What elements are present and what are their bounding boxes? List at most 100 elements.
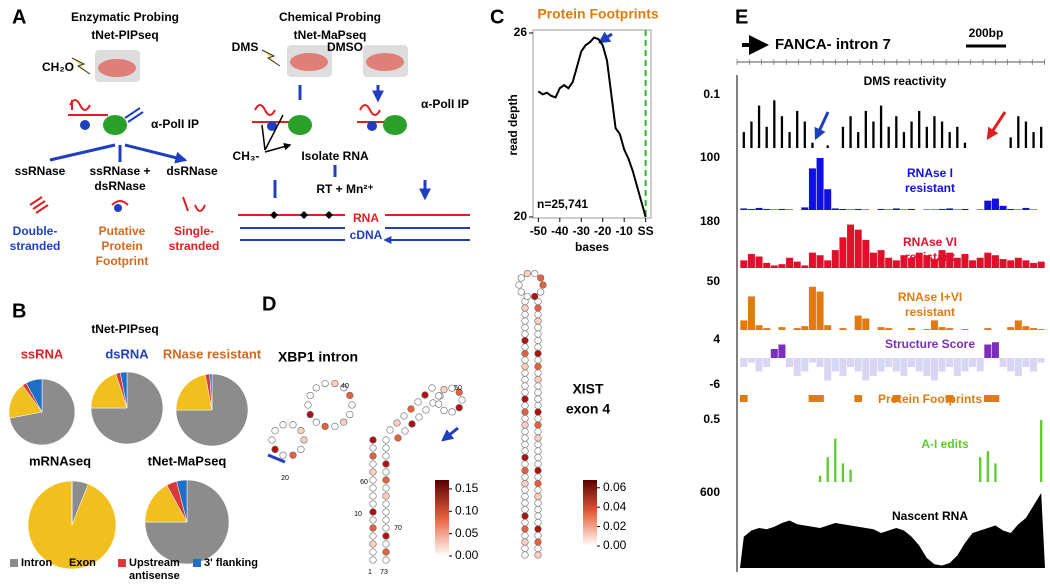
signal-bar: [862, 209, 870, 210]
track-max: 4: [713, 332, 720, 346]
nucleotide: [534, 531, 542, 540]
track-max: 0.5: [703, 412, 720, 426]
nucleotide: [517, 288, 525, 296]
signal-bar: [816, 255, 824, 268]
signal-bar: [763, 358, 771, 367]
track-title: resistant: [905, 305, 955, 319]
nucleotide: [340, 384, 348, 392]
pie-slice: [90, 371, 164, 445]
nucleotide: [521, 421, 529, 429]
nucleotide: [369, 516, 377, 524]
nucleotide: [382, 556, 390, 564]
nucleotide: [534, 388, 542, 397]
signal-bar: [786, 209, 794, 210]
track-title: RNAse I: [907, 166, 953, 180]
signal-bar: [1007, 358, 1015, 372]
signal-bar: [991, 198, 999, 210]
panel-e-art: [267, 31, 1045, 572]
control: DMSO: [327, 40, 363, 54]
nucleotide: [521, 512, 529, 520]
nucleotide: [521, 499, 529, 507]
subtitle: tNet-MaPseq: [294, 28, 367, 42]
pie-slice: [25, 378, 43, 413]
signal-bar: [773, 100, 776, 148]
track-title: resistant: [905, 250, 955, 264]
signal-bar: [879, 105, 883, 148]
track-title: RNAse I+VI: [898, 290, 962, 304]
signal-bar: [930, 358, 938, 381]
signal-bar: [816, 358, 824, 367]
signal-bar: [747, 358, 755, 363]
signal-bar: [938, 208, 946, 210]
signal-bar: [747, 253, 755, 268]
reagent: CH₂O: [42, 60, 74, 74]
track-min: -6: [709, 377, 720, 391]
signal-bar: [930, 209, 938, 210]
nucleotide: [534, 486, 542, 494]
colorbar-label: 0.00: [603, 538, 627, 552]
footprint: [892, 395, 901, 402]
nucleotide: [521, 317, 529, 325]
signal-bar: [984, 252, 992, 268]
nucleotide: [521, 304, 529, 312]
signal-bar: [900, 358, 908, 376]
signal-bar: [862, 318, 870, 330]
nucleotide: [534, 382, 542, 390]
signal-bar: [976, 209, 984, 210]
pie-title: tNet-MaPseq: [148, 453, 227, 468]
signal-bar: [740, 260, 748, 268]
nucleotide: [400, 412, 408, 420]
nucleotide: [523, 269, 531, 278]
signal-bar: [763, 262, 771, 268]
signal-bar: [979, 457, 982, 482]
signal-bar: [946, 208, 954, 210]
nucleotide: [297, 426, 305, 435]
nucleotide: [534, 460, 542, 468]
signal-bar: [839, 328, 847, 330]
signal-bar: [925, 126, 928, 148]
nucleotide: [382, 508, 390, 516]
nucleotide: [521, 544, 529, 553]
plot-frame: [532, 29, 652, 219]
outcome: Single-: [174, 224, 214, 238]
pie-title: RNase resistant: [163, 346, 262, 361]
signal-bar: [999, 358, 1007, 367]
signal-bar: [834, 438, 837, 482]
signal-bar: [824, 189, 832, 210]
nucleotide: [382, 452, 390, 460]
x-tick-label: -10: [616, 224, 634, 238]
signal-bar: [1017, 116, 1020, 148]
nucleotide: [515, 281, 523, 289]
signal-bar: [1014, 358, 1022, 376]
signal-bar: [948, 132, 951, 148]
nucleotide: [401, 427, 409, 435]
nucleotide: [534, 434, 542, 442]
nucleotide: [422, 406, 430, 414]
nucleotide: [521, 473, 529, 481]
nucleotide: [534, 414, 542, 423]
nucleotide: [369, 500, 377, 508]
nucleotide: [407, 405, 415, 413]
nucleotide: [268, 436, 276, 444]
treatment: dsRNase: [166, 164, 218, 178]
outcome: stranded: [10, 239, 61, 253]
pie-slice: [144, 479, 230, 565]
footprint: [808, 395, 824, 402]
track-max: 100: [700, 150, 720, 164]
nucleotide: [369, 452, 377, 460]
signal-bar: [750, 121, 753, 148]
nucleotide: [534, 440, 542, 449]
footprint: [854, 395, 862, 402]
nucleotide: [369, 468, 377, 476]
signal-bar: [1022, 207, 1030, 210]
signal-bar: [961, 329, 969, 330]
track-max: 0.1: [703, 87, 720, 101]
signal-bar: [956, 126, 959, 148]
signal-bar: [839, 208, 847, 210]
signal-bar: [1022, 260, 1030, 268]
legend-swatch: [10, 559, 18, 567]
signal-bar: [915, 252, 923, 268]
nucleotide: [415, 413, 423, 421]
position-label: 50: [454, 385, 462, 392]
signal-bar: [1030, 358, 1038, 372]
